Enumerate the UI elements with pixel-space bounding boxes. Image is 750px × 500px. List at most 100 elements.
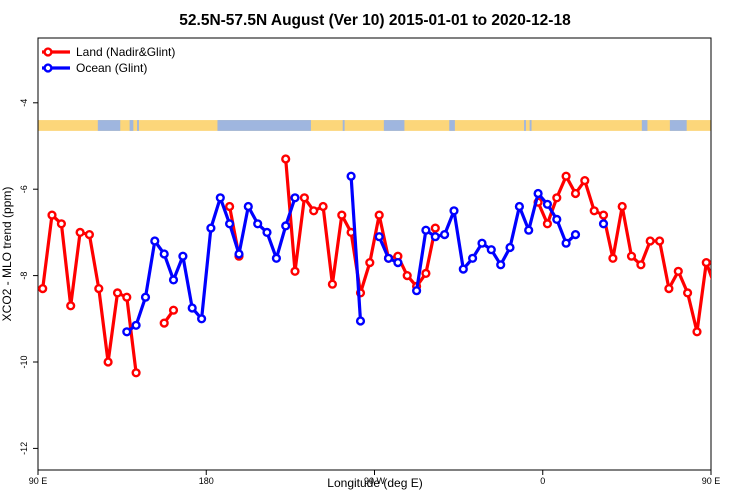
x-axis-label: Longitude (deg E) — [327, 476, 422, 490]
y-tick-label: -12 — [19, 442, 29, 455]
data-point — [421, 268, 431, 279]
ocean-band — [715, 120, 726, 131]
ocean-band — [97, 120, 121, 131]
data-point — [122, 292, 132, 302]
data-point — [468, 253, 478, 263]
data-point — [355, 316, 366, 326]
data-point — [636, 260, 646, 270]
data-point — [561, 171, 571, 181]
series-land — [38, 154, 747, 378]
data-point — [374, 232, 384, 242]
y-axis-label: XCO2 - MLO trend (ppm) — [0, 187, 14, 322]
data-point — [225, 201, 235, 212]
data-point — [505, 242, 515, 253]
data-point — [168, 305, 179, 315]
x-axis: 90 E 180 90 W 0 90 E — [29, 470, 720, 486]
data-point — [617, 201, 627, 212]
data-point — [412, 286, 422, 296]
data-point — [253, 219, 263, 229]
data-point — [337, 210, 347, 220]
data-point — [430, 223, 440, 233]
x-tick-label: 90 E — [29, 476, 48, 486]
legend: Land (Nadir&Glint) Ocean (Glint) — [42, 45, 175, 75]
data-point — [38, 284, 48, 294]
data-point — [56, 219, 67, 229]
data-point — [608, 253, 618, 263]
data-point — [374, 210, 384, 220]
data-point — [234, 249, 244, 259]
data-point — [309, 206, 319, 216]
series-line — [536, 174, 711, 334]
data-point — [150, 236, 160, 246]
data-point — [402, 271, 412, 281]
data-point — [533, 188, 543, 199]
legend-swatch-marker — [43, 47, 53, 57]
data-point — [94, 284, 104, 294]
data-point — [430, 232, 440, 242]
data-point — [477, 238, 487, 248]
data-point — [103, 357, 113, 367]
x-tick-label: 90 W — [364, 476, 386, 486]
data-point — [449, 206, 459, 216]
series-line — [349, 176, 363, 322]
data-point — [598, 219, 609, 229]
ocean-band — [524, 120, 526, 131]
y-tick-label: -10 — [19, 355, 29, 368]
data-point — [318, 201, 328, 212]
data-point — [281, 154, 291, 164]
x-tick-label: 180 — [199, 476, 214, 486]
data-point — [197, 314, 207, 324]
data-point — [542, 199, 553, 209]
data-point — [215, 193, 225, 203]
data-point — [692, 327, 702, 337]
data-point — [570, 188, 581, 199]
data-point — [75, 227, 85, 238]
data-point — [682, 288, 693, 298]
ocean-band — [217, 120, 311, 131]
series-line — [125, 196, 297, 334]
data-point — [626, 251, 637, 261]
data-point — [290, 193, 300, 203]
data-point — [281, 221, 291, 231]
ocean-band — [529, 120, 532, 131]
data-point — [496, 260, 506, 270]
chart-title: 52.5N-57.5N August (Ver 10) 2015-01-01 t… — [179, 12, 571, 29]
data-point — [187, 303, 197, 313]
data-point — [712, 285, 719, 292]
data-point — [84, 230, 95, 240]
data-point — [365, 258, 375, 268]
data-point — [168, 275, 179, 285]
y-axis: -4 -6 -8 -10 -12 — [19, 99, 38, 455]
data-point — [131, 320, 141, 330]
ocean-band — [383, 120, 405, 131]
series-line — [284, 158, 437, 295]
data-point — [731, 212, 738, 219]
y-tick-label: -4 — [19, 99, 29, 107]
data-point — [159, 318, 169, 328]
data-point — [122, 327, 132, 337]
y-tick-label: -8 — [19, 272, 29, 280]
data-point — [740, 220, 747, 227]
data-point — [131, 368, 141, 378]
ocean-band — [641, 120, 648, 131]
data-point — [514, 201, 525, 212]
legend-label: Land (Nadir&Glint) — [76, 45, 175, 59]
data-point — [290, 266, 300, 276]
data-point — [299, 193, 310, 203]
data-point — [421, 225, 431, 235]
x-tick-label: 0 — [540, 476, 545, 486]
data-point — [589, 206, 599, 216]
data-point — [552, 214, 562, 225]
data-point — [383, 253, 394, 263]
land-ocean-strip — [38, 120, 726, 131]
ocean-band — [669, 120, 687, 131]
data-point — [271, 253, 282, 263]
data-point — [225, 219, 235, 229]
data-point — [701, 258, 711, 268]
ocean-band — [137, 120, 139, 131]
data-point — [664, 284, 674, 294]
land-band — [38, 120, 711, 131]
data-point — [178, 251, 188, 261]
data-point — [722, 285, 729, 292]
